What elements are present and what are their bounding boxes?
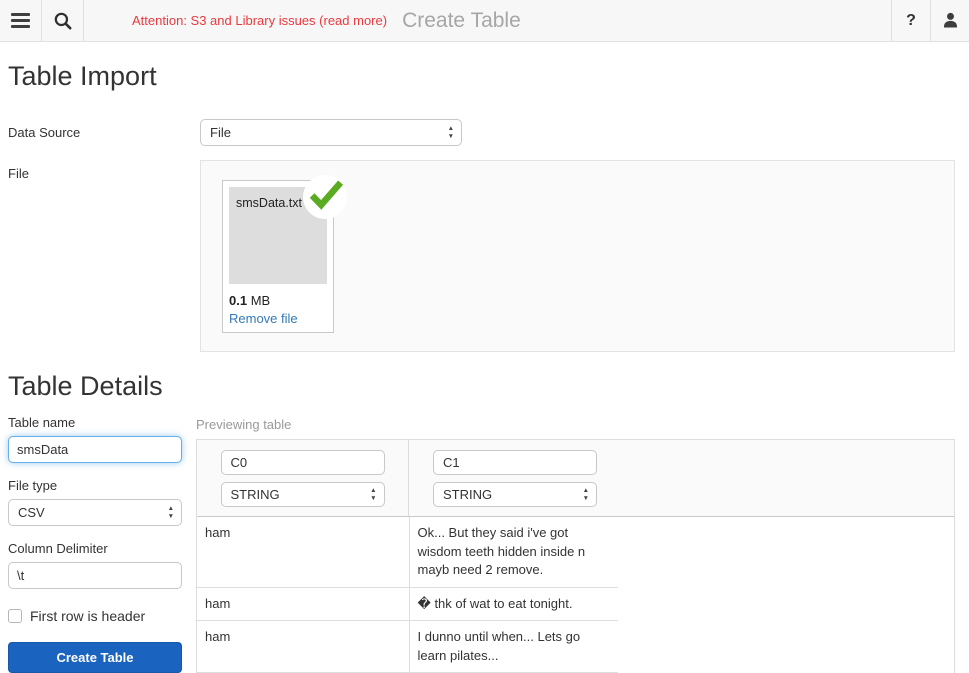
table-details-heading: Table Details <box>8 371 163 401</box>
details-form: Table name File type CSV Column Delimite… <box>8 415 196 673</box>
table-import-heading: Table Import <box>8 61 157 91</box>
file-size-unit: MB <box>250 293 271 308</box>
user-icon <box>943 12 957 28</box>
first-row-header-label: First row is header <box>30 608 146 624</box>
preview-cell-c1: I dunno until when... Lets go learn pila… <box>409 620 618 673</box>
preview-column-head: STRING <box>409 440 621 516</box>
search-icon <box>54 12 72 30</box>
preview-cell-c1: Ok... But they said i've got wisdom teet… <box>409 517 618 588</box>
file-dropzone[interactable]: smsData.txt 0.1 MB Remove file <box>200 160 955 352</box>
menu-button[interactable] <box>0 0 42 41</box>
main-content: Table Import Data Source File File smsDa… <box>0 61 969 673</box>
file-thumbnail: smsData.txt <box>229 175 347 284</box>
remove-file-link[interactable]: Remove file <box>229 311 298 326</box>
preview-cell-c0: ham <box>197 620 410 673</box>
column-name-input[interactable] <box>433 450 597 475</box>
column-type-select[interactable]: STRING <box>220 482 385 507</box>
uploaded-file-card: smsData.txt 0.1 MB Remove file <box>222 175 347 333</box>
column-name-input[interactable] <box>220 450 385 475</box>
file-size-value: 0.1 <box>229 293 248 308</box>
preview-cell-c1: � thk of wat to eat tonight. <box>409 587 618 621</box>
file-type-value: CSV <box>18 505 45 520</box>
preview-cell-c0: ham <box>197 517 410 588</box>
file-label: File <box>8 166 29 181</box>
table-details-section: Table name File type CSV Column Delimite… <box>8 415 955 673</box>
create-table-button[interactable]: Create Table <box>8 642 182 673</box>
data-source-select[interactable]: File <box>200 119 462 146</box>
file-name: smsData.txt <box>236 196 302 210</box>
preview-row: ham I dunno until when... Lets go learn p… <box>197 620 618 673</box>
data-source-value: File <box>210 125 231 140</box>
preview-table-body: ham Ok... But they said i've got wisdom t… <box>197 517 618 673</box>
upload-success-badge <box>303 175 347 219</box>
data-source-row: Data Source File <box>8 119 955 146</box>
hamburger-icon <box>11 13 30 28</box>
help-button[interactable]: ? <box>891 0 930 41</box>
select-arrows-icon <box>370 487 376 502</box>
column-type-value: STRING <box>443 487 493 502</box>
search-button[interactable] <box>42 0 84 41</box>
help-icon: ? <box>906 11 916 29</box>
preview-column-head: STRING <box>197 440 409 516</box>
attention-banner-link[interactable]: Attention: S3 and Library issues (read m… <box>132 13 388 28</box>
column-delimiter-label: Column Delimiter <box>8 541 108 556</box>
first-row-header-checkbox[interactable] <box>8 609 22 623</box>
file-type-select[interactable]: CSV <box>8 499 182 526</box>
file-row: File smsData.txt 0.1 MB Remove file <box>8 160 955 352</box>
preview-cell-c0: ham <box>197 587 410 621</box>
topbar: Attention: S3 and Library issues (read m… <box>0 0 969 42</box>
table-name-input[interactable] <box>8 436 182 463</box>
file-size: 0.1 MB <box>229 293 327 308</box>
topbar-spacer <box>521 0 891 41</box>
preview-row: ham Ok... But they said i've got wisdom t… <box>197 517 618 588</box>
select-arrows-icon <box>583 487 589 502</box>
table-name-label: Table name <box>8 415 76 430</box>
select-arrows-icon <box>448 125 454 140</box>
column-type-select[interactable]: STRING <box>433 482 597 507</box>
preview-table-header: STRING STRING <box>197 440 954 517</box>
page-title: Create Table <box>402 8 521 32</box>
file-type-label: File type <box>8 478 58 493</box>
check-icon <box>309 180 344 210</box>
preview-label: Previewing table <box>196 417 292 432</box>
column-type-value: STRING <box>230 487 280 502</box>
column-delimiter-input[interactable] <box>8 562 182 589</box>
preview-row: ham � thk of wat to eat tonight. <box>197 587 618 621</box>
select-arrows-icon <box>168 505 174 520</box>
user-button[interactable] <box>930 0 969 41</box>
data-source-label: Data Source <box>8 125 81 140</box>
